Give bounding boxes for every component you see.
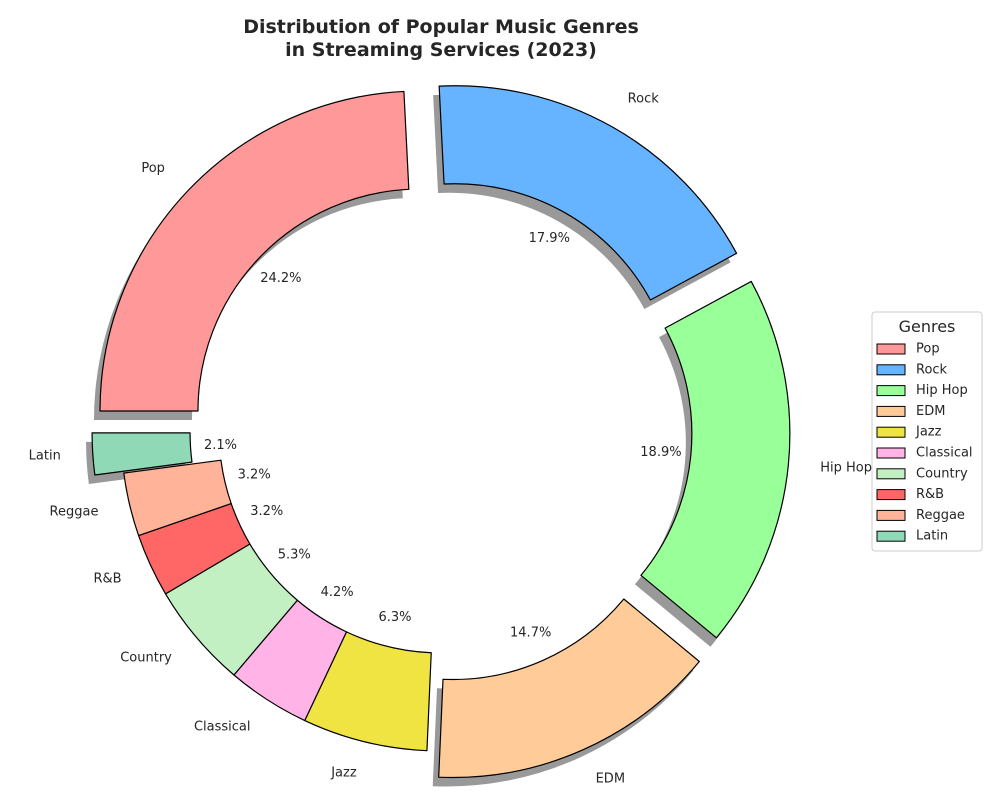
legend-swatch-hip-hop (876, 385, 906, 397)
legend: Genres Pop Rock Hip Hop EDM Jazz Classical Cou… (871, 311, 983, 552)
legend-swatch-pop (876, 343, 906, 355)
category-label-country: Country (120, 650, 172, 665)
legend-label-hip-hop: Hip Hop (916, 383, 968, 398)
percentage-label-pop: 24.2% (260, 271, 301, 286)
percentage-label-latin: 2.1% (204, 438, 237, 453)
legend-swatch-rock (876, 364, 906, 376)
category-label-edm: EDM (596, 772, 625, 787)
percentage-labels: 24.2% 17.9% 18.9% 14.7% 6.3% 4.2% 5.3% 3.2% 3.2%… (204, 231, 682, 641)
legend-swatch-classical (876, 447, 906, 459)
legend-label-reggae: Reggae (916, 508, 965, 523)
legend-label-classical: Classical (916, 446, 973, 461)
percentage-label-randb: 3.2% (250, 504, 283, 519)
legend-swatch-latin (876, 530, 906, 542)
slice-reggae (123, 459, 232, 537)
category-labels: Pop Rock Hip Hop EDM Jazz Classical Country R&B… (29, 91, 872, 786)
category-label-classical: Classical (194, 720, 251, 735)
legend-label-randb: R&B (916, 487, 944, 502)
slice-edm (438, 598, 700, 779)
legend-swatch-randb (876, 489, 906, 501)
percentage-label-country: 5.3% (278, 547, 311, 562)
legend-label-pop: Pop (916, 342, 940, 357)
category-label-reggae: Reggae (50, 505, 99, 520)
legend-swatch-edm (876, 405, 906, 417)
legend-title: Genres (899, 317, 956, 336)
legend-label-edm: EDM (916, 404, 945, 419)
category-label-rock: Rock (628, 91, 660, 106)
percentage-label-classical: 4.2% (321, 585, 354, 600)
legend-label-rock: Rock (916, 362, 948, 377)
legend-items: Pop Rock Hip Hop EDM Jazz Classical Country R&B… (876, 342, 973, 544)
percentage-label-reggae: 3.2% (238, 468, 271, 483)
percentage-label-jazz: 6.3% (378, 610, 411, 625)
legend-label-jazz: Jazz (915, 425, 942, 440)
category-label-latin: Latin (29, 449, 61, 464)
percentage-label-edm: 14.7% (510, 625, 551, 640)
legend-swatch-jazz (876, 426, 906, 438)
chart-title-line-2: in Streaming Services (2023) (285, 39, 597, 61)
chart-title-line-1: Distribution of Popular Music Genres (243, 16, 639, 38)
slice-pop (99, 90, 410, 412)
legend-label-country: Country (916, 466, 968, 481)
category-label-hip-hop: Hip Hop (820, 461, 872, 476)
category-label-jazz: Jazz (330, 765, 357, 780)
legend-swatch-country (876, 468, 906, 480)
percentage-label-rock: 17.9% (529, 231, 570, 246)
category-label-randb: R&B (93, 571, 121, 586)
slice-rock (438, 85, 738, 301)
category-label-pop: Pop (141, 161, 165, 176)
legend-label-latin: Latin (916, 529, 948, 544)
slice-hip-hop (640, 280, 791, 639)
percentage-label-hip-hop: 18.9% (640, 445, 681, 460)
legend-swatch-reggae (876, 509, 906, 521)
slice-latin (91, 432, 193, 476)
slices (91, 85, 791, 779)
